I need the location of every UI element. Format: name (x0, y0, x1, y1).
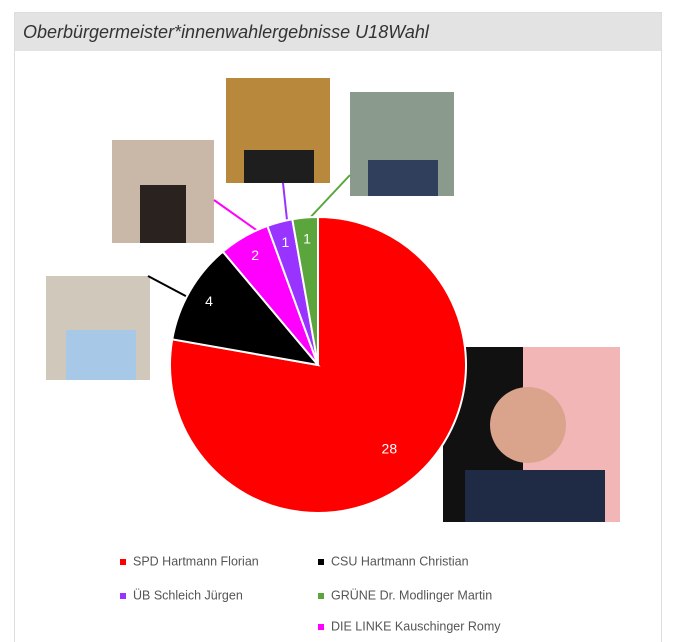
photo-figure (368, 160, 438, 196)
legend-marker (318, 559, 324, 565)
legend-label: ÜB Schleich Jürgen (133, 588, 243, 602)
slice-label: 1 (303, 230, 311, 246)
slice-label: 28 (382, 441, 398, 457)
leader-line (283, 183, 287, 220)
legend-label: DIE LINKE Kauschinger Romy (331, 619, 501, 633)
pie (170, 217, 466, 513)
slice-label: 4 (205, 293, 213, 309)
legend-marker (318, 624, 324, 630)
slice-label: 1 (282, 234, 290, 250)
photo-figure (66, 330, 136, 380)
photo-figure (140, 185, 186, 243)
legend: SPD Hartmann Florian CSU Hartmann Christi… (120, 554, 501, 633)
leader-line (214, 200, 262, 234)
legend-label: GRÜNE Dr. Modlinger Martin (331, 588, 492, 602)
chart: 28 4 2 11 SPD Hartmann Florian CSU Hartmann … (0, 0, 676, 642)
slice-label: 2 (251, 247, 259, 263)
legend-marker (120, 593, 126, 599)
page: {"chart_data": {"type": "pie", "title": … (0, 0, 676, 642)
legend-marker (318, 593, 324, 599)
legend-label: CSU Hartmann Christian (331, 554, 469, 568)
photo-figure (244, 150, 314, 183)
photo-face (490, 387, 566, 463)
photo-figure (465, 470, 605, 522)
legend-marker (120, 559, 126, 565)
legend-label: SPD Hartmann Florian (133, 554, 259, 568)
